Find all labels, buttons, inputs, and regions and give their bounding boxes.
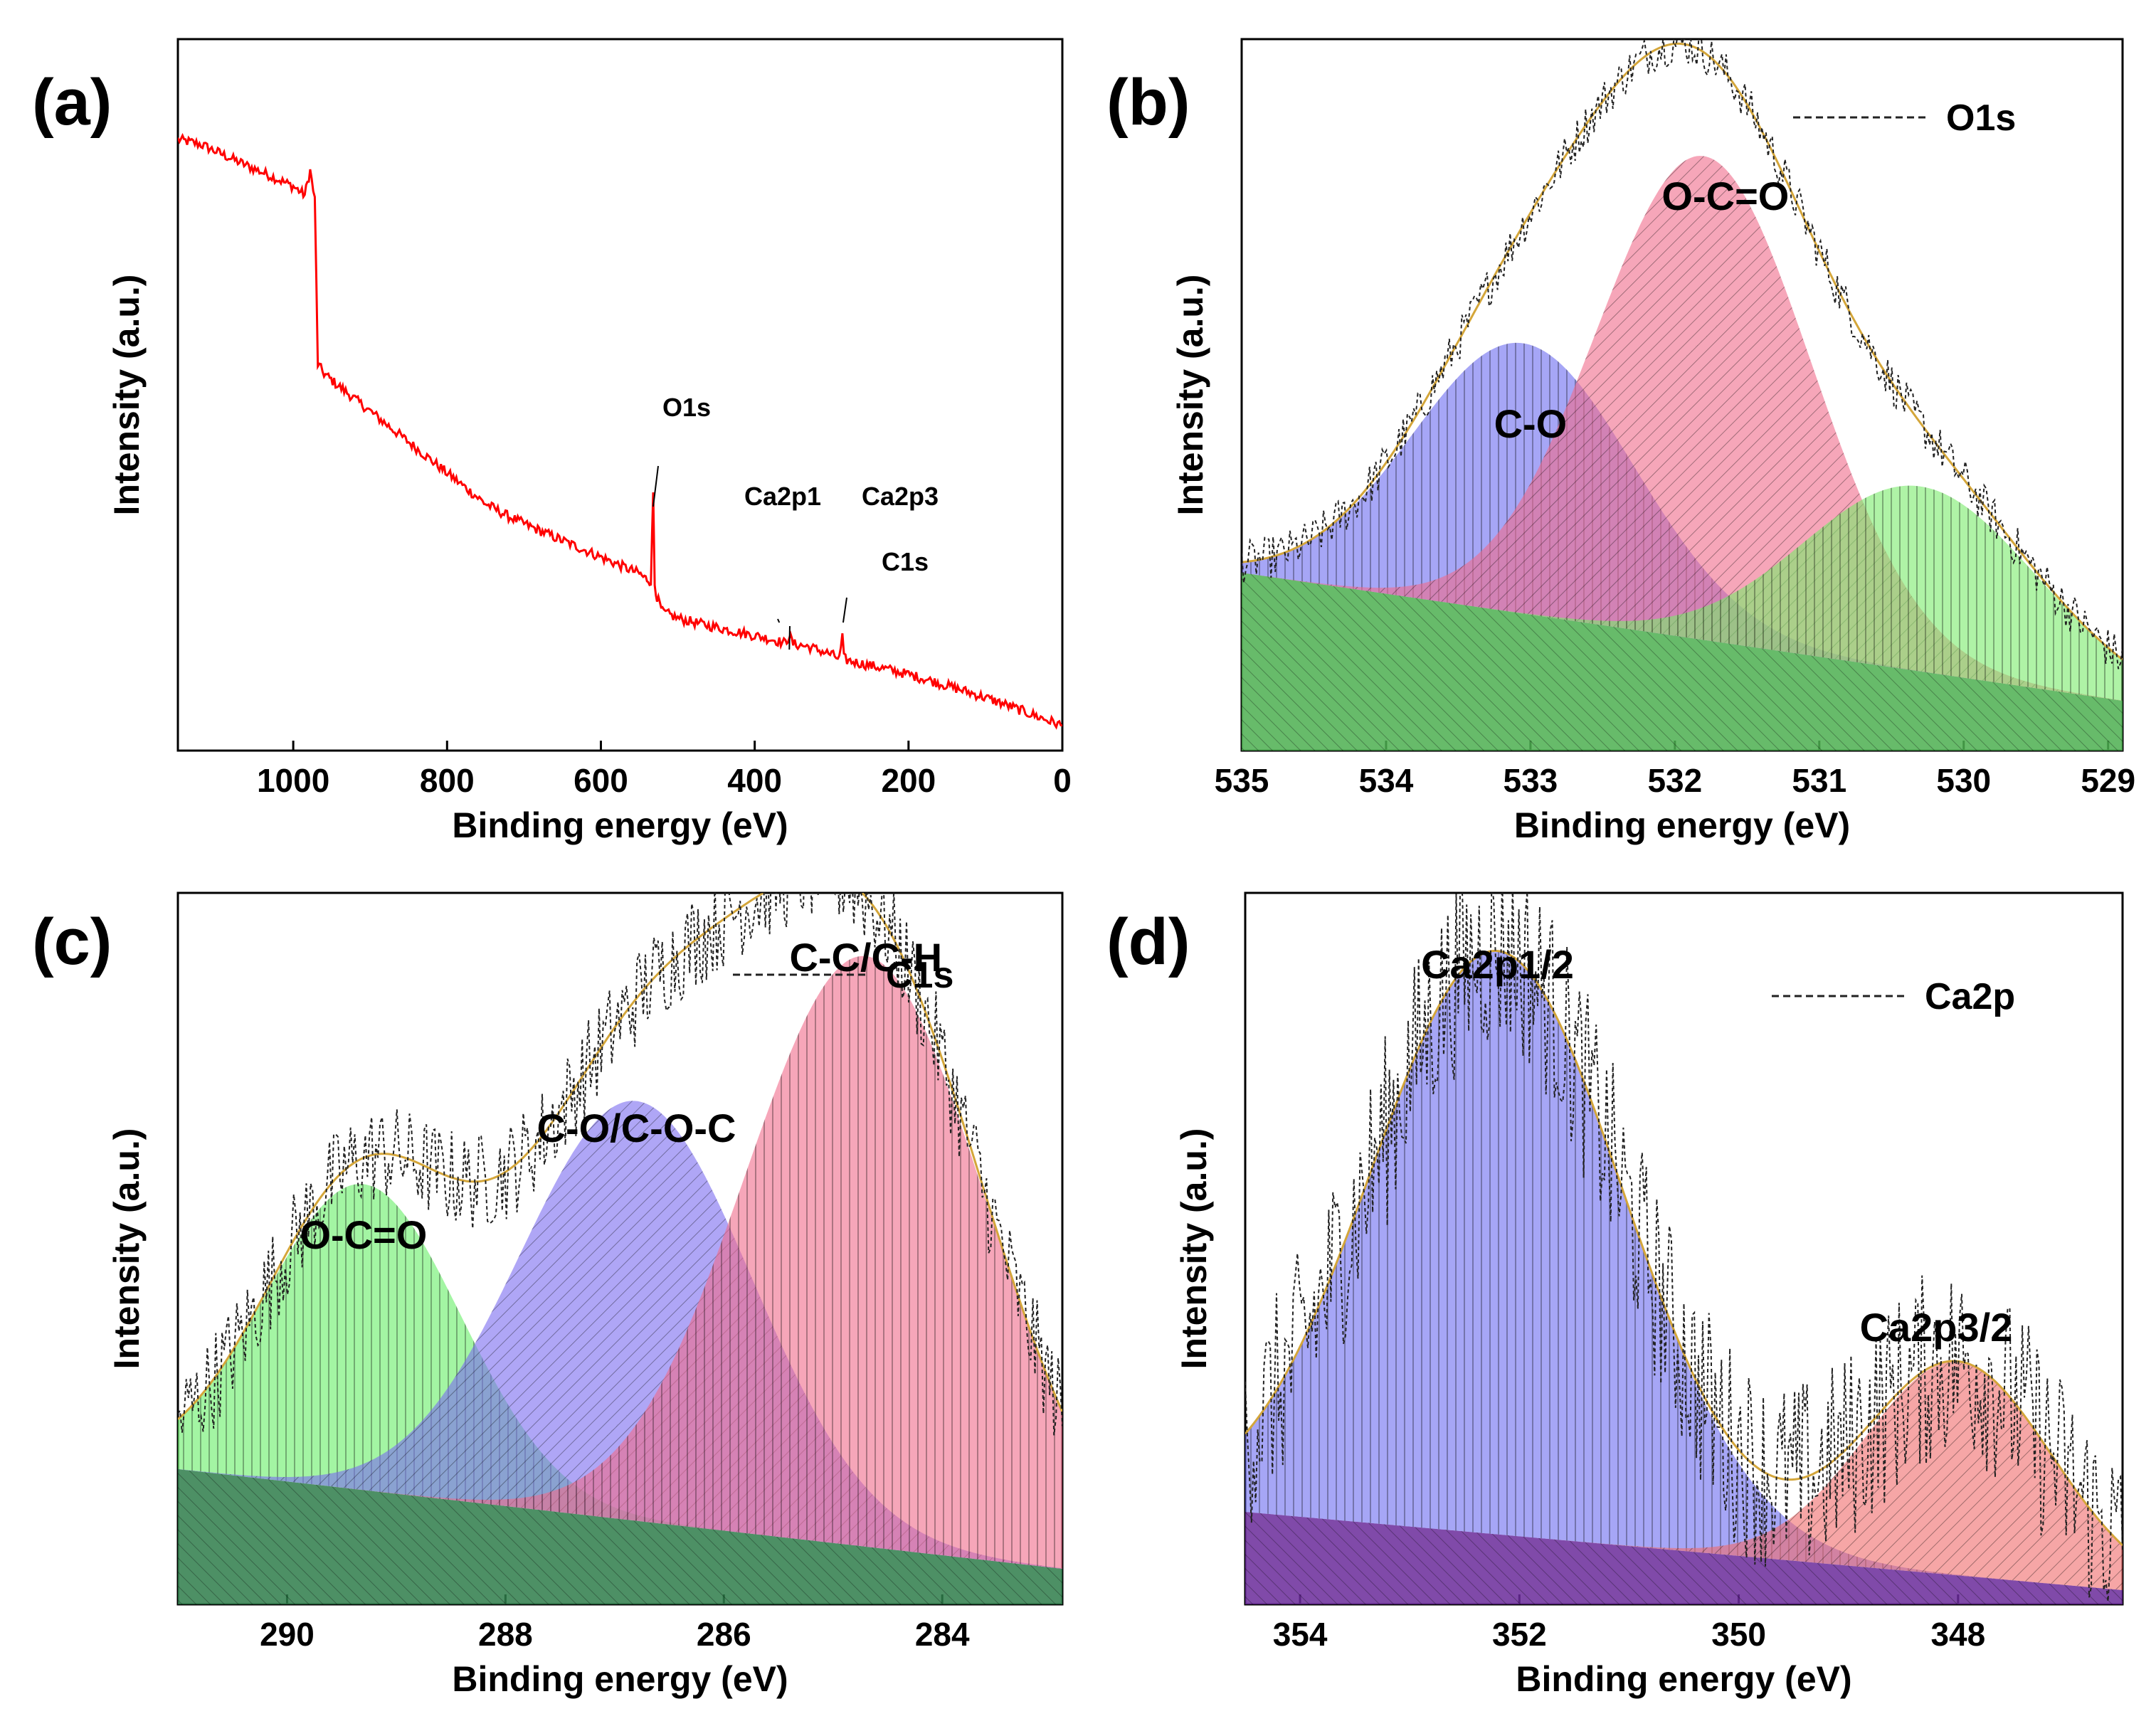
x-tick-label: 348 [1930,1616,1985,1653]
x-tick-label: 600 [574,762,628,799]
panel-c-c1s: 290 288 286 284 Binding energy (eV) Intensity… [107,891,1064,1699]
peak-hatch [178,1101,1062,1569]
annotation-leader [652,465,659,507]
x-tick-label: 530 [1936,762,1991,799]
x-tick-label: 529 [2081,762,2135,799]
peak-hatch [1245,951,2123,1590]
peak-annotation: Ca2p3 [862,482,939,511]
plot-area [1242,39,2123,751]
annotation-leader [788,625,791,650]
legend-label: Ca2p [1925,976,2015,1017]
envelope-line [178,893,1062,1421]
peak-hatch [1242,485,2123,701]
x-axis-title: Binding energy (eV) [1514,805,1850,845]
plot-area [178,893,1062,1604]
peak-hatch [1245,1362,2123,1590]
envelope-line [1245,950,2123,1546]
annotation-leader [777,618,781,623]
background-hatch [1242,573,2123,751]
x-tick-label: 1000 [257,762,329,799]
peak-label: Ca2p3/2 [1860,1305,2013,1350]
raw-data-line [1245,893,2123,1602]
x-tick-label: 284 [915,1616,970,1653]
survey-line [178,132,1062,730]
peak-label: C-C/C-H [789,935,942,980]
annotation-leader [842,597,847,623]
panel-a-survey: 1000 800 600 400 200 0 Binding energy (eV) Inte… [107,38,1072,845]
x-tick-label: 400 [727,762,782,799]
plot-area [1245,893,2123,1604]
x-tick-label: 800 [420,762,475,799]
peak-hatch [178,956,1062,1569]
x-tick-label: 290 [260,1616,315,1653]
plot-frame [176,38,1064,752]
x-axis-title: Binding energy (eV) [452,805,788,845]
legend-label: O1s [1946,97,2016,139]
y-axis-title: Intensity (a.u.) [1171,275,1210,516]
background-hatch [1245,1512,2123,1604]
y-axis-title: Intensity (a.u.) [1174,1128,1214,1370]
x-tick-label: 532 [1647,762,1702,799]
background-hatch [178,1469,1062,1604]
x-tick-label: 0 [1053,762,1072,799]
peak-label: Ca2p1/2 [1421,942,1574,987]
panel-b-o1s: 535 534 533 532 531 530 529 Binding energy (eV)… [1171,38,2135,845]
y-axis-title: Intensity (a.u.) [107,275,147,516]
x-axis-title: Binding energy (eV) [452,1659,788,1699]
peak-label: O-C=O [1661,174,1789,218]
x-tick-label: 352 [1492,1616,1547,1653]
x-tick-label: 535 [1215,762,1269,799]
panel-letter-c: (c) [32,906,112,978]
peak-hatch [1242,156,2123,702]
peak-annotation: Ca2p1 [744,482,821,511]
peak-label: C-O [1494,401,1568,446]
peak-hatch [1242,342,2123,701]
peak-annotation: C1s [882,547,929,576]
peak-label: C-O/C-O-C [537,1106,736,1150]
raw-data-line [178,893,1062,1436]
y-axis-title: Intensity (a.u.) [107,1128,147,1370]
x-tick-label: 286 [697,1616,751,1653]
peak-label: O-C=O [300,1212,427,1257]
x-tick-label: 288 [478,1616,533,1653]
x-tick-label: 200 [881,762,936,799]
x-tick-label: 350 [1711,1616,1766,1653]
x-tick-label: 534 [1359,762,1414,799]
legend-label: C1s [886,955,953,996]
x-axis-title: Binding energy (eV) [1516,1659,1851,1699]
panel-d-ca2p: 354 352 350 348 Binding energy (eV) Intensity… [1174,891,2124,1699]
panel-letter-a: (a) [32,66,112,139]
plot-area [178,132,1062,730]
x-tick-label: 533 [1504,762,1558,799]
panel-letter-d: (d) [1106,906,1190,978]
raw-data-line [1242,39,2123,669]
panel-letter-b: (b) [1106,66,1190,139]
peak-annotation: O1s [662,393,711,422]
x-tick-label: 531 [1792,762,1846,799]
x-tick-label: 354 [1273,1616,1328,1653]
